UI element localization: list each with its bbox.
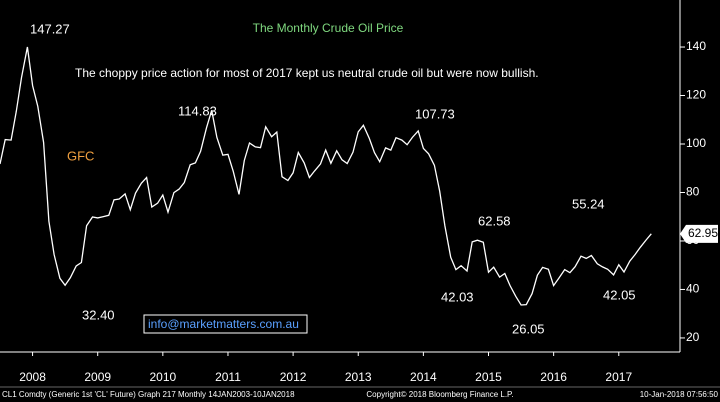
x-tick-label: 2008 [19,370,46,384]
chart-title: The Monthly Crude Oil Price [253,21,404,35]
x-tick-label: 2009 [84,370,111,384]
y-tick-label: 120 [686,88,706,102]
email: info@marketmatters.com.au [148,317,299,331]
annotation: 107.73 [415,106,455,121]
annotation: 147.27 [30,21,70,36]
footer-center: Copyright© 2018 Bloomberg Finance L.P. [366,390,513,399]
email-box [143,314,308,334]
subtitle: The choppy price action for most of 2017… [75,66,539,80]
x-tick-label: 2017 [605,370,632,384]
last-price-label: 62.95 [688,226,718,240]
x-tick-label: 2011 [215,370,241,384]
annotation: 55.24 [572,196,605,211]
y-tick-label: 40 [686,282,700,296]
annotation: 26.05 [512,321,545,336]
footer-left: CL1 Comdty (Generic 1st 'CL' Future) Gra… [2,390,295,399]
last-price-box [680,224,718,243]
y-tick-label: 100 [686,136,706,150]
x-tick-label: 2010 [149,370,176,384]
x-tick-label: 2013 [345,370,372,384]
annotation: 114.83 [178,103,217,118]
annotation: 42.03 [441,289,474,304]
footer-right: 10-Jan-2018 07:56:50 [640,390,719,399]
x-tick-label: 2015 [475,370,502,384]
y-tick-label: 80 [686,185,700,199]
x-tick-label: 2012 [280,370,307,384]
y-tick-label: 140 [686,39,706,53]
annotation: 42.05 [603,287,636,302]
annotation: GFC [67,148,94,163]
y-tick-label: 20 [686,330,700,344]
annotation: 32.40 [82,307,115,322]
annotation: 62.58 [478,213,511,228]
price-line [0,46,652,306]
x-tick-label: 2014 [410,370,437,384]
x-tick-label: 2016 [540,370,567,384]
